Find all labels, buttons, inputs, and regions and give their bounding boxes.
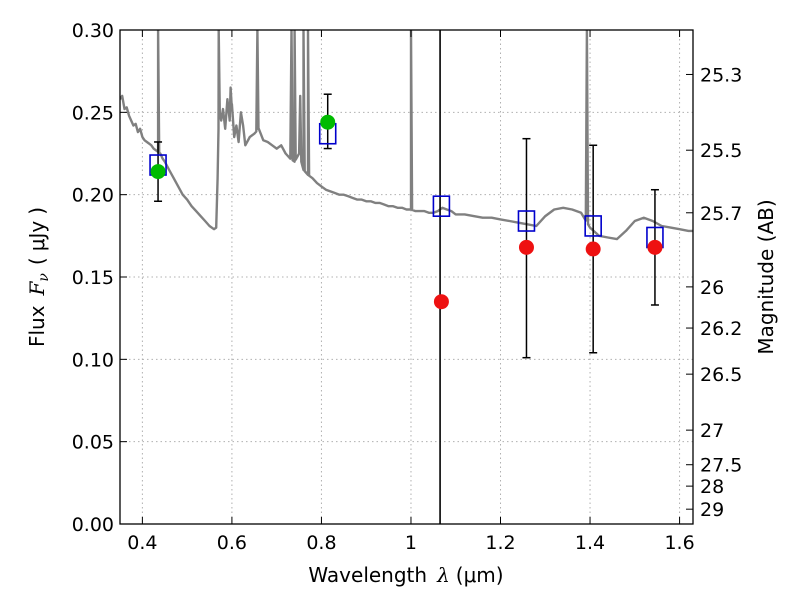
x-tick-label: 0.6 bbox=[217, 532, 247, 554]
data-markers bbox=[149, 114, 664, 310]
detected-point bbox=[150, 164, 166, 180]
y-axis-label: FluxFν(μJy) bbox=[25, 207, 52, 347]
y2-tick-label: 25.5 bbox=[700, 140, 742, 162]
x-tick-label: 1.2 bbox=[485, 532, 515, 554]
x-tick-label: 1 bbox=[405, 532, 417, 554]
detected-point bbox=[320, 114, 336, 130]
sed-model-spectrum bbox=[120, 30, 693, 241]
y-tick-label: 0.25 bbox=[72, 102, 114, 124]
x-tick-label: 0.8 bbox=[306, 532, 336, 554]
y2-tick-label: 27 bbox=[700, 420, 724, 442]
y2-axis-label: Magnitude (AB) bbox=[754, 199, 778, 354]
y-tick-label: 0.00 bbox=[72, 514, 114, 536]
y-tick-label: 0.05 bbox=[72, 432, 114, 454]
observed-point bbox=[518, 239, 534, 255]
y2-tick-label: 28 bbox=[700, 476, 724, 498]
model-point-square bbox=[584, 215, 602, 237]
observed-point bbox=[585, 241, 601, 257]
y2-tick-label: 27.5 bbox=[700, 455, 742, 477]
axis-ticks: 0.4 0.6 0.8 1 1.2 1.4 1.6 0.00 0.05 0.10 0.15 0.20 0… bbox=[72, 20, 743, 554]
model-point-square bbox=[517, 210, 536, 232]
plot-content bbox=[120, 30, 693, 524]
y2-tick-label: 26 bbox=[700, 277, 724, 299]
y-tick-label: 0.10 bbox=[72, 349, 114, 371]
y2-tick-label: 29 bbox=[700, 499, 724, 521]
x-tick-label: 1.4 bbox=[575, 532, 605, 554]
x-axis-label: Wavelength λ (μm) bbox=[308, 563, 503, 587]
observed-point bbox=[647, 239, 663, 255]
observed-point bbox=[433, 294, 449, 310]
model-point-square bbox=[432, 195, 451, 217]
y2-tick-label: 26.2 bbox=[700, 318, 742, 340]
x-tick-label: 1.6 bbox=[664, 532, 694, 554]
y2-tick-label: 26.5 bbox=[700, 364, 742, 386]
y-tick-label: 0.20 bbox=[72, 185, 114, 207]
x-tick-label: 0.4 bbox=[127, 532, 157, 554]
y-tick-label: 0.15 bbox=[72, 267, 114, 289]
y2-tick-label: 25.7 bbox=[700, 203, 742, 225]
y-tick-label: 0.30 bbox=[72, 20, 114, 42]
sed-spectrum-line bbox=[120, 30, 693, 241]
y2-tick-label: 25.3 bbox=[700, 64, 742, 86]
